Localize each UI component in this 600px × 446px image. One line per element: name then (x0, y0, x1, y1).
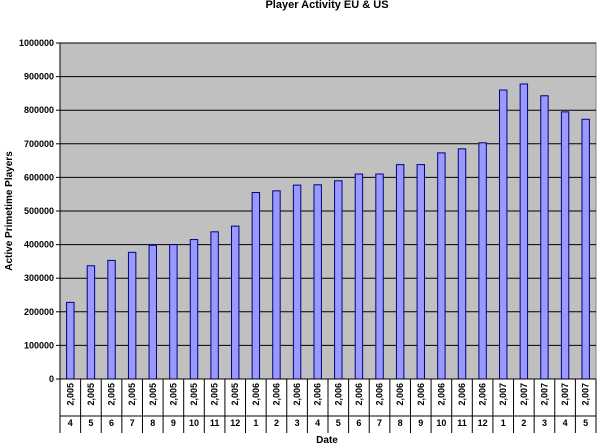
x-tick-year-label: 2,006 (457, 383, 467, 406)
x-tick-month-label: 4 (68, 418, 73, 428)
x-tick-month-label: 11 (210, 418, 220, 428)
x-tick-month-label: 5 (88, 418, 93, 428)
bar (395, 164, 405, 380)
bar (210, 231, 219, 380)
bar (437, 152, 446, 380)
x-tick-month-label: 6 (109, 418, 114, 428)
x-tick-year-label: 2,006 (271, 383, 281, 406)
x-tick-month-label: 12 (478, 418, 488, 428)
x-tick-month-label: 5 (336, 418, 341, 428)
x-axis-categories: 2,005 4 2,005 5 2,005 6 2,005 7 2,005 8 2,005 9 2,00… (59, 379, 597, 433)
x-tick-year-label: 2,005 (210, 383, 220, 406)
bar (354, 173, 364, 380)
x-tick-year-label: 2,006 (354, 383, 364, 406)
bar (107, 259, 116, 380)
x-tick-year-label: 2,007 (519, 383, 529, 406)
bar (251, 192, 261, 380)
y-tick-label: 600000 (24, 172, 54, 182)
x-tick-year-label: 2,006 (251, 383, 261, 406)
bar (478, 142, 487, 380)
y-tick-label: 800000 (24, 105, 54, 115)
x-tick-year-label: 2,006 (375, 383, 385, 406)
y-tick-label: 1000000 (19, 38, 54, 48)
bar (86, 265, 96, 380)
x-tick-month-label: 7 (377, 418, 382, 428)
x-tick-year-label: 2,005 (65, 383, 75, 406)
x-tick-year-label: 2,007 (498, 383, 508, 406)
x-tick-month-label: 6 (356, 418, 361, 428)
y-tick-label: 300000 (24, 273, 54, 283)
bar (148, 244, 157, 380)
x-tick-month-label: 10 (436, 418, 446, 428)
x-tick-month-label: 11 (457, 418, 467, 428)
x-tick-year-label: 2,007 (560, 383, 570, 406)
x-tick-year-label: 2,005 (107, 383, 117, 406)
bars (66, 83, 590, 380)
x-tick-month-label: 3 (295, 418, 300, 428)
bar (292, 184, 302, 380)
x-tick-year-label: 2,006 (333, 383, 343, 406)
x-tick-month-label: 2 (274, 418, 279, 428)
x-axis-label: Date (316, 435, 338, 446)
bar (560, 111, 570, 380)
x-tick-month-label: 7 (130, 418, 135, 428)
x-tick-month-label: 5 (583, 418, 588, 428)
bar (66, 301, 75, 380)
x-tick-month-label: 8 (398, 418, 403, 428)
y-tick-label: 200000 (24, 307, 54, 317)
y-tick-label: 400000 (24, 240, 54, 250)
bar (334, 180, 343, 380)
x-tick-year-label: 2,006 (313, 383, 323, 406)
x-tick-month-label: 9 (418, 418, 423, 428)
x-tick-month-label: 12 (230, 418, 240, 428)
x-tick-month-label: 4 (563, 418, 568, 428)
bar (540, 95, 549, 380)
y-tick-label: 0 (49, 374, 54, 384)
x-tick-year-label: 2,006 (395, 383, 405, 406)
bar (169, 244, 178, 380)
x-tick-year-label: 2,007 (581, 383, 591, 406)
y-tick-label: 900000 (24, 72, 54, 82)
x-tick-month-label: 1 (501, 418, 506, 428)
x-tick-month-label: 10 (189, 418, 199, 428)
bar (581, 118, 590, 380)
bar (416, 164, 425, 380)
x-tick-month-label: 2 (521, 418, 526, 428)
x-tick-year-label: 2,006 (292, 383, 302, 406)
x-tick-year-label: 2,005 (230, 383, 240, 406)
y-axis-ticks: 0 100000 200000 300000 400000 500000 600000 700… (19, 38, 60, 384)
y-tick-label: 500000 (24, 206, 54, 216)
x-tick-year-label: 2,006 (436, 383, 446, 406)
x-tick-year-label: 2,005 (127, 383, 137, 406)
x-tick-year-label: 2,005 (86, 383, 96, 406)
x-tick-year-label: 2,006 (478, 383, 488, 406)
y-axis-label: Active Primetime Players (4, 151, 15, 271)
bar (499, 89, 508, 380)
bar (231, 225, 240, 380)
x-tick-month-label: 4 (315, 418, 320, 428)
y-tick-label: 700000 (24, 139, 54, 149)
x-tick-year-label: 2,005 (168, 383, 178, 406)
bar (189, 239, 199, 380)
y-tick-label: 100000 (24, 340, 54, 350)
x-tick-year-label: 2,005 (148, 383, 158, 406)
x-tick-month-label: 9 (171, 418, 176, 428)
x-tick-month-label: 1 (253, 418, 258, 428)
x-tick-year-label: 2,007 (539, 383, 549, 406)
bar (127, 251, 137, 380)
x-tick-month-label: 8 (150, 418, 155, 428)
x-tick-year-label: 2,005 (189, 383, 199, 406)
bar (457, 148, 467, 380)
x-tick-year-label: 2,006 (416, 383, 426, 406)
x-tick-month-label: 3 (542, 418, 547, 428)
bar (313, 184, 322, 380)
chart-title: Player Activity EU & US (265, 0, 388, 11)
bar (375, 173, 384, 380)
bar (519, 83, 529, 380)
bar (272, 190, 281, 380)
